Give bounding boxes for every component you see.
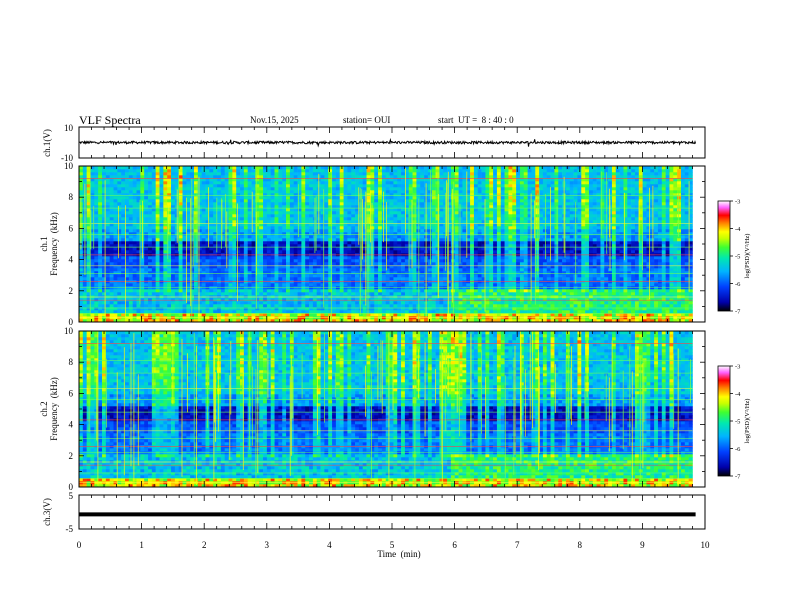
ytick-label: 10 (64, 161, 74, 171)
ch2-spectrogram-yticks: 0 2 4 6 8 10 (64, 326, 705, 492)
ch2-spectrogram-image (79, 331, 693, 488)
figure-date: Nov.15, 2025 (250, 115, 299, 125)
ytick-label: 10 (64, 326, 74, 336)
xtick-label: 4 (327, 540, 332, 550)
ch1-spectrogram-yticks: 0 2 4 6 8 10 (64, 161, 705, 327)
colorbar-tick-label: -5 (735, 419, 740, 426)
ch2-spectrogram-ylabel-channel: ch.2 (39, 401, 49, 416)
colorbar-tick-label: -3 (735, 364, 740, 371)
ytick-label: 0 (69, 482, 74, 492)
ch1-ylabel: ch.1(V) (42, 129, 52, 157)
colorbar-tick-label: -5 (735, 254, 740, 261)
ytick-label: 4 (69, 420, 74, 430)
time-tick-labels: 0 1 2 3 4 5 6 7 8 9 10 (77, 540, 710, 550)
ch3-ytick-bottom: -5 (66, 524, 74, 534)
ch2-spectrogram-panel: 0 2 4 6 8 10 ch.2 Frequency (kHz) (39, 326, 706, 492)
xtick-label: 8 (578, 540, 583, 550)
xtick-label: 3 (265, 540, 270, 550)
ytick-label: 8 (69, 192, 74, 202)
colorbar-tick-label: -7 (735, 309, 741, 316)
ytick-label: 2 (69, 286, 74, 296)
ch1-spectrogram-panel: 0 2 4 6 8 10 ch.1 Frequency (kHz) (39, 161, 706, 327)
ytick-label: 4 (69, 255, 74, 265)
figure-start-time: start UT = 8 : 40 : 0 (438, 115, 514, 125)
colorbar-tick-label: -6 (735, 446, 741, 453)
ch2-colorbar: -3 -4 -5 -6 -7 log(PSD)(V²/Hz) (717, 364, 751, 481)
colorbar-tick-label: -6 (735, 281, 741, 288)
colorbar-tick-label: -4 (735, 391, 741, 398)
ch3-ytick-top: 5 (69, 491, 74, 501)
colorbar-tick-label: -3 (735, 199, 740, 206)
xtick-label: 6 (452, 540, 457, 550)
ch1-spectrogram-ylabel: Frequency (kHz) (49, 212, 59, 275)
xtick-label: 0 (77, 540, 82, 550)
ch1-colorbar: -3 -4 -5 -6 -7 log(PSD)(V²/Hz) (717, 199, 751, 316)
figure-title: VLF Spectra (79, 113, 141, 127)
figure-station: station= OUI (343, 115, 390, 125)
ytick-label: 6 (69, 223, 74, 233)
ch1-ytick-top: 10 (64, 123, 74, 133)
ytick-label: 6 (69, 388, 74, 398)
ch1-waveform-trace (78, 137, 697, 148)
ch1-colorbar-label: log(PSD)(V²/Hz) (744, 234, 751, 279)
ch1-spectrogram-image (79, 166, 693, 323)
colorbar-tick-label: -4 (735, 226, 741, 233)
ch2-colorbar-label: log(PSD)(V²/Hz) (744, 399, 751, 444)
time-ticks (78, 127, 706, 529)
x-axis-label: Time (min) (377, 549, 420, 559)
ytick-label: 2 (69, 451, 74, 461)
xtick-label: 1 (139, 540, 144, 550)
ch1-ytick-bottom: -10 (61, 153, 73, 163)
ch3-ylabel: ch.3(V) (42, 498, 52, 526)
xtick-label: 9 (640, 540, 645, 550)
ch2-spectrogram-ylabel: Frequency (kHz) (49, 377, 59, 440)
xtick-label: 10 (701, 540, 711, 550)
ytick-label: 8 (69, 357, 74, 367)
xtick-label: 7 (515, 540, 520, 550)
xtick-label: 5 (390, 540, 395, 550)
ytick-label: 0 (69, 317, 74, 327)
ch1-spectrogram-ylabel-channel: ch.1 (39, 236, 49, 251)
colorbar-tick-label: -7 (735, 474, 741, 481)
xtick-label: 2 (202, 540, 207, 550)
